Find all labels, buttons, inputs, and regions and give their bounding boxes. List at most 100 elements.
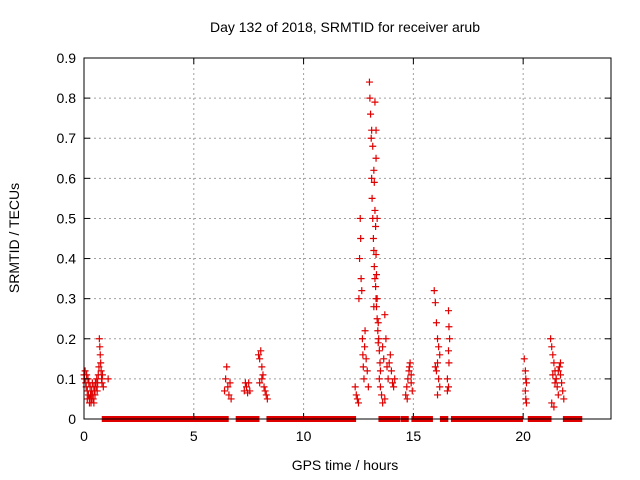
data-point	[88, 395, 96, 403]
data-point	[522, 395, 530, 403]
data-point	[358, 335, 366, 343]
data-point	[372, 222, 380, 230]
data-point	[368, 174, 376, 182]
plot-frame	[83, 57, 612, 420]
data-point	[402, 391, 410, 399]
data-point	[445, 383, 453, 391]
data-point	[403, 395, 411, 403]
data-point	[379, 399, 387, 407]
data-point	[554, 367, 562, 375]
data-point	[445, 323, 453, 331]
data-point	[430, 287, 438, 295]
data-point	[434, 335, 442, 343]
data-point	[360, 375, 368, 383]
data-point	[391, 375, 399, 383]
data-point	[370, 303, 378, 311]
data-point	[258, 375, 266, 383]
data-point	[387, 367, 395, 375]
data-point	[445, 347, 453, 355]
data-point	[372, 251, 380, 259]
data-point	[97, 359, 105, 367]
data-point	[559, 387, 567, 395]
data-point	[431, 363, 439, 371]
x-tick-label: 0	[80, 428, 88, 444]
data-point	[435, 375, 443, 383]
data-point	[370, 263, 378, 271]
data-point	[375, 335, 383, 343]
data-point	[406, 359, 414, 367]
data-point	[361, 343, 369, 351]
data-point	[373, 315, 381, 323]
x-tick-label: 15	[406, 428, 422, 444]
data-point	[443, 387, 451, 395]
data-point	[432, 319, 440, 327]
data-point	[553, 383, 561, 391]
data-point	[372, 126, 380, 134]
data-point	[522, 399, 530, 407]
data-point	[258, 363, 266, 371]
data-point	[405, 363, 413, 371]
data-point	[521, 387, 529, 395]
data-point	[226, 379, 234, 387]
x-tick-label: 5	[190, 428, 198, 444]
data-point	[224, 383, 232, 391]
data-point	[356, 255, 364, 263]
data-point	[382, 335, 390, 343]
y-tick-label: 0.8	[57, 90, 77, 106]
data-point	[549, 351, 557, 359]
data-point	[434, 391, 442, 399]
data-point	[555, 363, 563, 371]
y-tick-label: 0.7	[57, 130, 77, 146]
data-point	[443, 375, 451, 383]
data-point	[522, 375, 530, 383]
data-point	[372, 283, 380, 291]
data-point	[381, 311, 389, 319]
y-tick-label: 0.2	[57, 331, 77, 347]
data-point	[245, 379, 253, 387]
data-point	[357, 275, 365, 283]
data-point	[558, 379, 566, 387]
data-point	[436, 383, 444, 391]
data-point	[358, 287, 366, 295]
data-point	[378, 391, 386, 399]
data-point	[520, 355, 528, 363]
data-point	[356, 214, 364, 222]
data-point	[389, 379, 397, 387]
data-point	[373, 295, 381, 303]
x-axis-title: GPS time / hours	[292, 457, 399, 473]
data-point	[255, 351, 263, 359]
data-point	[547, 335, 555, 343]
data-point	[257, 347, 265, 355]
data-point	[384, 375, 392, 383]
y-axis-title: SRMTID / TECUs	[6, 183, 22, 293]
data-point	[363, 367, 371, 375]
data-point	[376, 383, 384, 391]
data-point	[359, 363, 367, 371]
data-point	[354, 399, 362, 407]
data-point	[432, 367, 440, 375]
y-tick-label: 0.5	[57, 210, 77, 226]
data-point	[357, 235, 365, 242]
data-point	[259, 371, 267, 379]
data-point	[261, 387, 269, 395]
data-point	[351, 383, 359, 391]
data-point	[372, 154, 380, 162]
data-point	[407, 379, 415, 387]
grid	[84, 58, 611, 419]
x-tick-label: 10	[296, 428, 312, 444]
data-point	[560, 395, 568, 403]
data-point	[445, 359, 453, 367]
data-point	[221, 387, 229, 395]
data-point	[381, 395, 389, 403]
data-point	[367, 110, 375, 118]
data-point	[369, 235, 377, 242]
data-point	[91, 391, 99, 399]
data-point	[92, 383, 100, 391]
data-point	[380, 355, 388, 363]
data-point	[404, 375, 412, 383]
y-tick-label: 0.3	[57, 291, 77, 307]
data-point	[225, 391, 233, 399]
data-point	[434, 359, 442, 367]
y-tick-label: 0	[68, 411, 76, 427]
